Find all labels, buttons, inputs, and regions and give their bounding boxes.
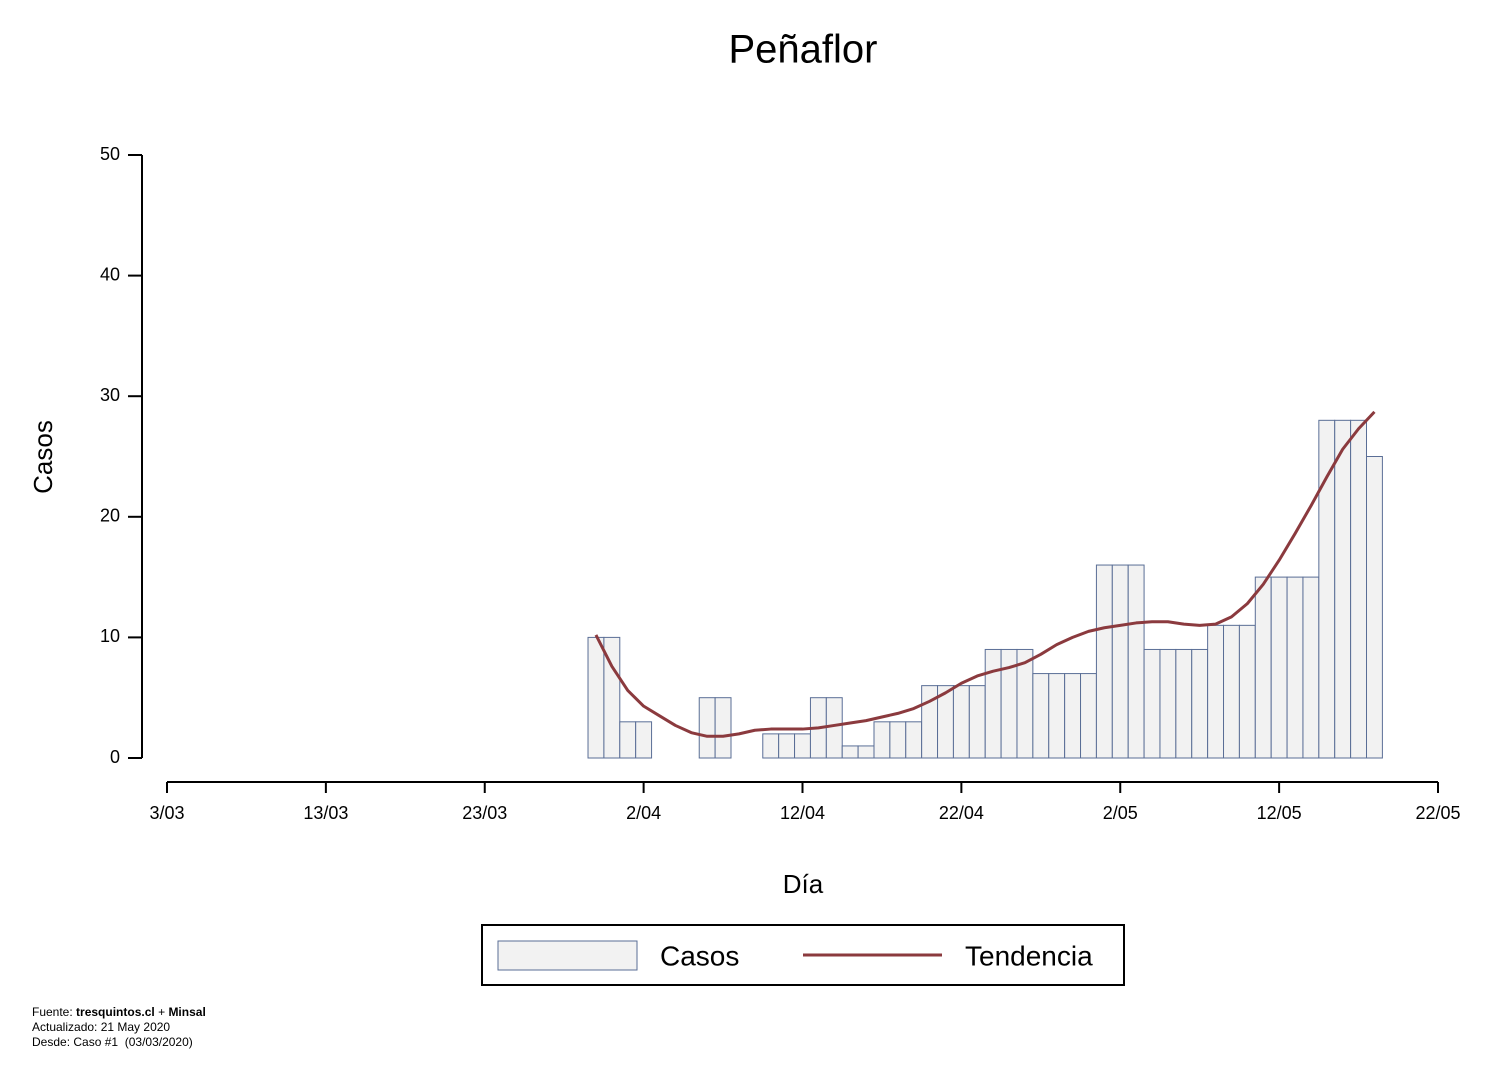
y-tick-label: 10 bbox=[100, 626, 120, 646]
bar bbox=[1254, 576, 1272, 759]
y-tick-label: 30 bbox=[100, 385, 120, 405]
bar bbox=[952, 685, 970, 759]
footer-text: Minsal bbox=[168, 1005, 205, 1019]
bar bbox=[1238, 624, 1256, 759]
bar bbox=[873, 721, 891, 759]
bar bbox=[1048, 673, 1066, 759]
bar bbox=[1191, 648, 1209, 759]
bar bbox=[635, 721, 653, 759]
bar bbox=[603, 636, 621, 759]
x-tick-label: 12/05 bbox=[1257, 803, 1302, 823]
x-axis-label: Día bbox=[783, 869, 824, 899]
chart-title: Peñaflor bbox=[729, 28, 878, 72]
bar bbox=[1270, 576, 1288, 759]
bar bbox=[1207, 624, 1225, 759]
bar bbox=[1286, 576, 1304, 759]
x-tick-label: 22/05 bbox=[1415, 803, 1460, 823]
bar bbox=[778, 733, 796, 759]
bar bbox=[1302, 576, 1320, 759]
legend-swatch bbox=[497, 940, 638, 971]
bar bbox=[1064, 673, 1082, 759]
y-tick-label: 0 bbox=[110, 747, 120, 767]
bar bbox=[794, 733, 811, 759]
x-tick-label: 13/03 bbox=[303, 803, 348, 823]
x-tick-label: 23/03 bbox=[462, 803, 507, 823]
bar bbox=[1366, 456, 1383, 759]
bar bbox=[825, 697, 843, 759]
bar bbox=[1350, 419, 1368, 759]
bar bbox=[1334, 419, 1352, 759]
bar bbox=[1223, 624, 1240, 759]
x-tick-label: 12/04 bbox=[780, 803, 825, 823]
x-tick-label: 2/05 bbox=[1103, 803, 1138, 823]
trend-line bbox=[594, 410, 1376, 738]
footer-text: + bbox=[158, 1005, 165, 1019]
y-axis-label: Casos bbox=[28, 420, 58, 494]
bar bbox=[968, 685, 986, 759]
bar bbox=[619, 721, 637, 759]
bar bbox=[1175, 648, 1193, 759]
x-tick-label: 3/03 bbox=[149, 803, 184, 823]
legend-label: Tendencia bbox=[965, 940, 1093, 971]
bar bbox=[857, 745, 875, 759]
bar bbox=[698, 697, 716, 759]
bar bbox=[1095, 564, 1113, 759]
y-tick-label: 40 bbox=[100, 264, 120, 284]
bar bbox=[587, 636, 605, 759]
legend: Casos Tendencia bbox=[497, 940, 1093, 971]
bar bbox=[714, 697, 732, 759]
bar bbox=[1127, 564, 1145, 759]
legend-label: Casos bbox=[660, 940, 739, 971]
footer-updated: Actualizado: 21 May 2020 bbox=[32, 1020, 170, 1034]
bar bbox=[841, 745, 859, 759]
bar bbox=[1111, 564, 1129, 759]
y-tick-label: 50 bbox=[100, 144, 120, 164]
bar bbox=[889, 721, 907, 759]
bar bbox=[762, 733, 780, 759]
bar bbox=[984, 648, 1002, 759]
bar bbox=[905, 721, 923, 759]
bar bbox=[1080, 673, 1097, 759]
x-tick-label: 2/04 bbox=[626, 803, 661, 823]
y-tick-label: 20 bbox=[100, 506, 120, 526]
footer-source: Fuente: tresquintos.cl + Minsal bbox=[32, 1005, 206, 1019]
bar bbox=[1143, 648, 1161, 759]
bar bbox=[921, 685, 939, 759]
footer-text: Fuente: bbox=[32, 1005, 73, 1019]
bar bbox=[1318, 419, 1336, 759]
x-tick-label: 22/04 bbox=[939, 803, 984, 823]
footer-text: tresquintos.cl bbox=[76, 1005, 155, 1019]
footer-since: Desde: Caso #1 (03/03/2020) bbox=[32, 1035, 193, 1049]
bar bbox=[1032, 673, 1050, 759]
bar bbox=[1159, 648, 1177, 759]
